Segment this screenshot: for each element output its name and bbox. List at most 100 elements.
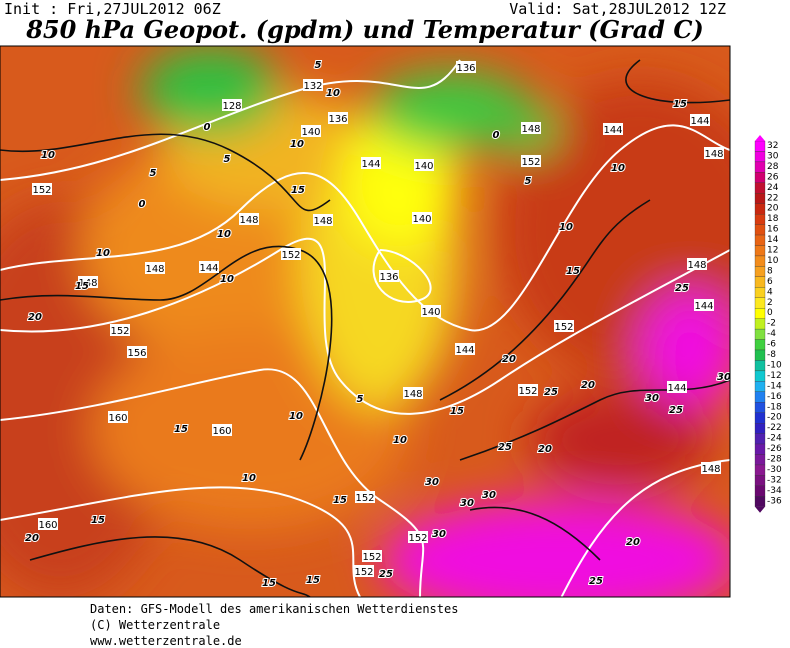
colorbar-label: 14 [767, 235, 779, 245]
geopotential-label: 136 [456, 63, 475, 74]
colorbar-label: 12 [767, 246, 778, 256]
geopotential-label-box [145, 262, 165, 274]
geopotential-label-box [412, 212, 432, 224]
temperature-label: 5 [315, 60, 322, 71]
geopotential-label: 160 [38, 520, 57, 531]
geopotential-label: 144 [694, 301, 713, 312]
colorbar-label: 28 [767, 162, 779, 172]
geopotential-label: 152 [355, 493, 374, 504]
colorbar-label: -10 [767, 360, 782, 370]
colorbar-swatch [754, 422, 766, 434]
geopotential-label-box [521, 155, 541, 167]
geopotential-label-box [38, 518, 58, 530]
colorbar-label: -16 [767, 392, 782, 402]
geopotential-label: 148 [239, 215, 258, 226]
geopotential-label-box [701, 462, 721, 474]
colorbar-swatch [754, 412, 766, 424]
geopotential-label-box [313, 214, 333, 226]
colorbar-label: 32 [767, 141, 778, 151]
colorbar-arrow [755, 506, 765, 513]
colorbar-label: -12 [767, 371, 782, 381]
temperature-label: 15 [262, 578, 276, 589]
geopotential-label: 140 [421, 307, 440, 318]
footer-source: Daten: GFS-Modell des amerikanischen Wet… [90, 602, 458, 616]
geopotential-label-box [222, 99, 242, 111]
colorbar-swatch [754, 297, 766, 309]
colorbar-swatch [754, 308, 766, 319]
geopotential-label: 148 [313, 216, 332, 227]
temperature-label: 15 [566, 266, 580, 277]
geopotential-label-box [704, 147, 724, 159]
geopotential-label: 148 [687, 260, 706, 271]
temperature-label: 25 [498, 442, 512, 453]
temperature-label: 15 [673, 99, 687, 110]
colorbar-swatch [754, 349, 766, 361]
temperature-label: 10 [559, 222, 573, 233]
colorbar-label: -28 [767, 455, 782, 465]
geopotential-label: 144 [603, 125, 622, 136]
geopotential-label-box [108, 411, 128, 423]
geopotential-label-box [239, 213, 259, 225]
colorbar-label: -14 [767, 381, 782, 391]
colorbar-label: 30 [767, 151, 779, 161]
temperature-label: 30 [645, 393, 659, 404]
colorbar-swatch [754, 318, 766, 330]
map-frame [0, 45, 731, 598]
temperature-label: 30 [717, 372, 731, 383]
temperature-label: 5 [150, 168, 157, 179]
geopotential-label-box [554, 320, 574, 332]
temperature-label: 5 [224, 154, 231, 165]
colorbar-swatch [754, 182, 766, 194]
temperature-label: 15 [174, 424, 188, 435]
geopotential-label-box [355, 491, 375, 503]
colorbar-label: -32 [767, 475, 782, 485]
temperature-label: 30 [425, 477, 439, 488]
temperature-label: 20 [28, 312, 42, 323]
geopotential-label: 160 [212, 426, 231, 437]
geopotential-label: 152 [110, 326, 129, 337]
colorbar-swatch [754, 328, 766, 340]
colorbar-label: 4 [767, 287, 773, 297]
colorbar-swatch [754, 213, 766, 225]
temperature-label: 15 [75, 281, 89, 292]
geopotential-label-box [303, 79, 323, 91]
geopotential-label-box [362, 550, 382, 562]
geopotential-label-box [455, 343, 475, 355]
colorbar-label: -18 [767, 402, 782, 412]
geopotential-label: 152 [408, 533, 427, 544]
colorbar-swatch [754, 339, 766, 351]
temperature-label: 5 [357, 394, 364, 405]
colorbar-swatch [754, 140, 766, 152]
colorbar-swatch [754, 287, 766, 298]
colorbar-swatch [754, 443, 766, 455]
geopotential-label: 148 [145, 264, 164, 275]
geopotential-label: 144 [667, 383, 686, 394]
geopotential-label: 144 [361, 159, 380, 170]
colorbar-swatch [754, 496, 766, 507]
geopotential-label: 136 [379, 272, 398, 283]
geopotential-label: 152 [354, 567, 373, 578]
colorbar-label: 10 [767, 256, 779, 266]
geopotential-label: 132 [303, 81, 322, 92]
geopotential-label: 148 [521, 124, 540, 135]
geopotential-label: 152 [554, 322, 573, 333]
geopotential-label: 160 [108, 413, 127, 424]
geopotential-label-box [354, 565, 374, 577]
temperature-label: 20 [626, 537, 640, 548]
colorbar-label: -6 [767, 340, 776, 350]
colorbar-label: 18 [767, 214, 779, 224]
footer-copyright: (C) Wetterzentrale [90, 618, 220, 632]
geopotential-label: 152 [362, 552, 381, 563]
colorbar-swatch [754, 266, 766, 277]
temperature-label: 15 [91, 515, 105, 526]
temperature-label: 10 [41, 150, 55, 161]
geopotential-label-box [694, 299, 714, 311]
geopotential-label-box [32, 183, 52, 195]
geopotential-label: 152 [518, 386, 537, 397]
temperature-label: 15 [306, 575, 320, 586]
colorbar-label: 16 [767, 225, 779, 235]
colorbar-swatch [754, 381, 766, 392]
geopotential-label: 152 [281, 250, 300, 261]
colorbar-label: 6 [767, 277, 773, 287]
colorbar-label: 8 [767, 266, 773, 276]
